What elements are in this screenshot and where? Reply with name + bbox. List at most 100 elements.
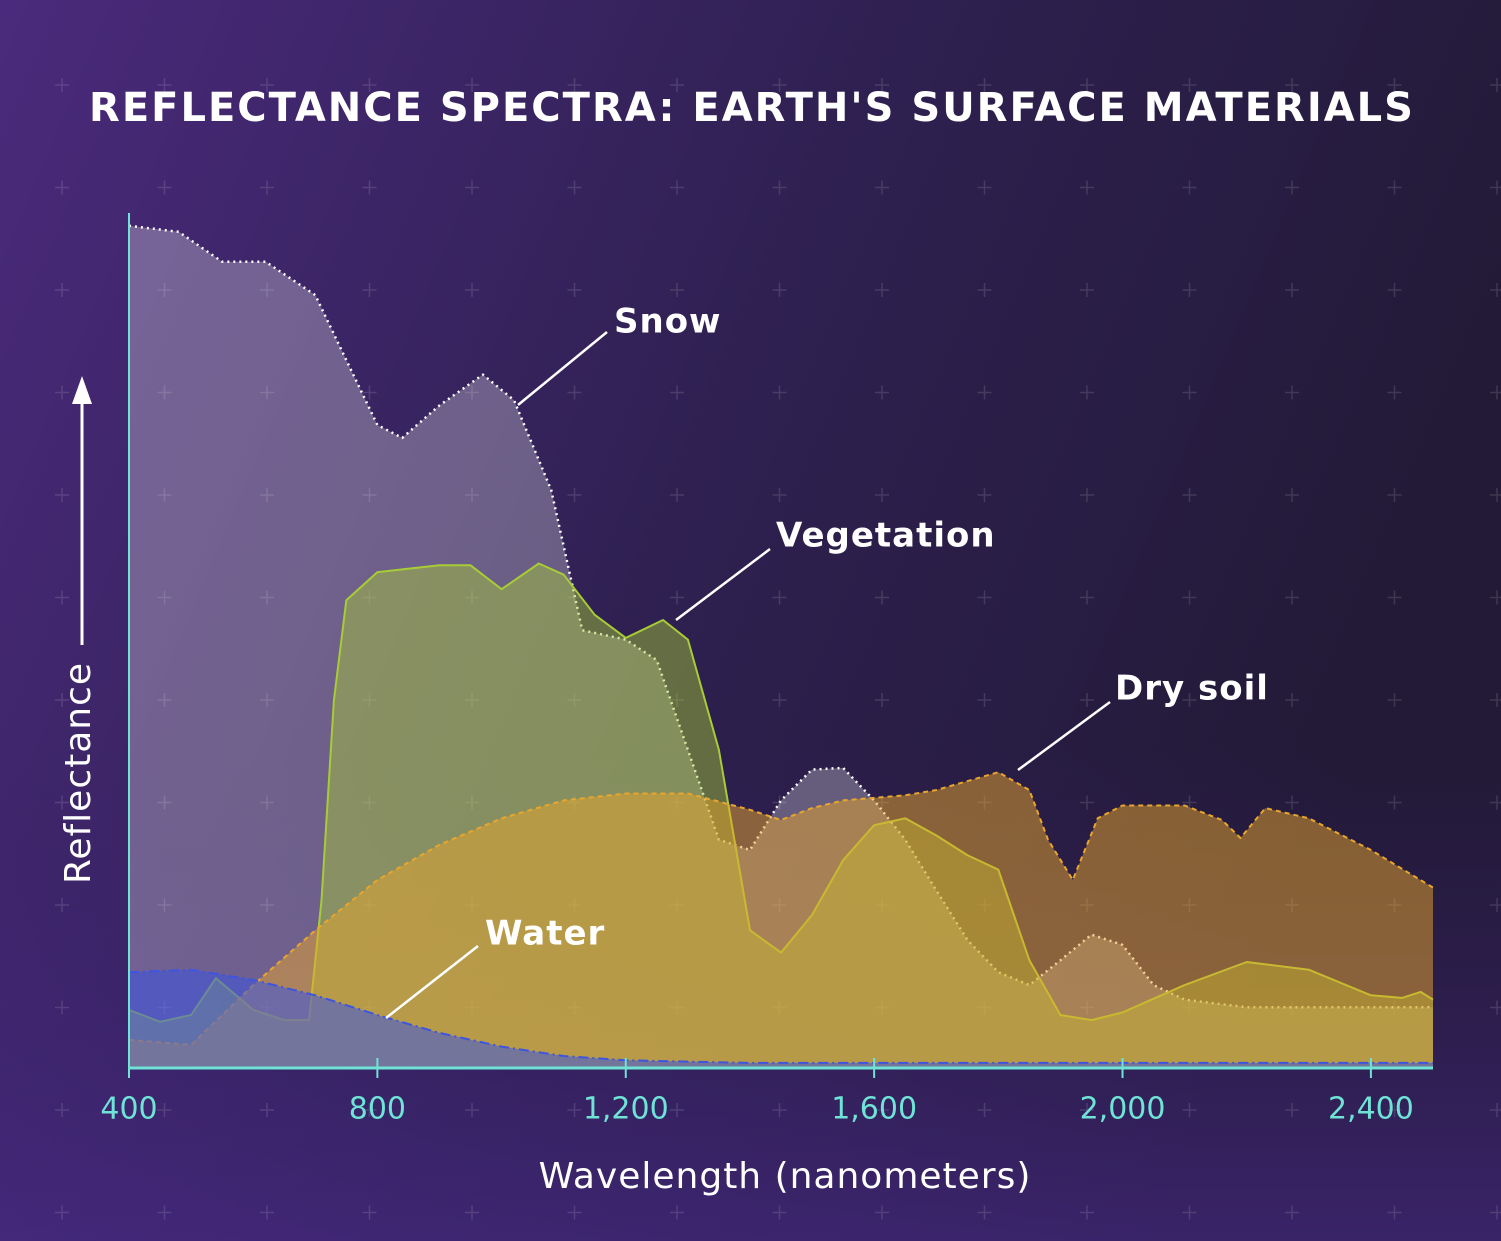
- decor-plus: [157, 795, 172, 810]
- decor-plus: [1182, 385, 1197, 400]
- decor-plus: [670, 1103, 684, 1117]
- series-label: Vegetation: [776, 516, 996, 556]
- decor-plus: [772, 590, 787, 605]
- decor-plus: [772, 488, 787, 502]
- decor-plus: [465, 693, 479, 707]
- decor-plus: [362, 590, 377, 605]
- series-area: [129, 969, 1433, 1068]
- decor-plus: [1080, 795, 1094, 810]
- decor-plus: [977, 693, 992, 707]
- decor-plus: [465, 590, 479, 605]
- decor-plus: [977, 385, 992, 400]
- decor-plus: [670, 693, 684, 707]
- x-axis-label: Wavelength (nanometers): [539, 1156, 1032, 1197]
- decor-plus: [1285, 180, 1299, 195]
- decor-plus: [567, 385, 582, 400]
- decor-plus: [977, 78, 992, 92]
- decor-plus: [1387, 385, 1402, 400]
- decor-plus: [157, 590, 172, 605]
- decor-plus: [55, 488, 69, 502]
- decor-plus: [465, 795, 479, 810]
- decor-plus: [670, 283, 684, 297]
- decor-plus: [362, 180, 377, 195]
- decor-plus: [567, 590, 582, 605]
- decor-plus: [1182, 1205, 1197, 1220]
- decor-plus: [362, 1205, 377, 1220]
- decor-plus: [875, 385, 889, 400]
- decor-plus: [875, 693, 889, 707]
- decor-plus: [875, 1103, 889, 1117]
- decor-plus: [772, 385, 787, 400]
- decor-plus: [362, 283, 377, 297]
- decor-plus: [1490, 693, 1501, 707]
- x-tick-label: 400: [100, 1092, 157, 1127]
- decor-plus: [670, 385, 684, 400]
- decor-plus: [1285, 78, 1299, 92]
- decor-plus: [670, 1205, 684, 1220]
- decor-plus: [55, 78, 69, 92]
- decor-plus: [875, 1205, 889, 1220]
- decor-plus: [465, 385, 479, 400]
- decor-plus: [1490, 488, 1501, 502]
- decor-plus: [260, 283, 274, 297]
- decor-plus: [157, 283, 172, 297]
- decor-plus: [157, 1103, 172, 1117]
- decor-plus: [1285, 488, 1299, 502]
- decor-plus: [260, 1205, 274, 1220]
- decor-plus: [362, 78, 377, 92]
- decor-plus: [55, 283, 69, 297]
- decor-plus: [1182, 795, 1197, 810]
- decor-plus: [1387, 795, 1402, 810]
- decor-plus: [1080, 385, 1094, 400]
- decor-plus: [1285, 385, 1299, 400]
- decor-plus: [567, 180, 582, 195]
- decor-plus: [55, 180, 69, 195]
- decor-plus: [260, 488, 274, 502]
- decor-plus: [465, 283, 479, 297]
- decor-plus: [260, 795, 274, 810]
- leader-line: [385, 945, 479, 1019]
- decor-plus: [260, 898, 274, 912]
- decor-plus: [977, 1205, 992, 1220]
- decor-plus: [670, 78, 684, 92]
- decor-plus: [1490, 1103, 1501, 1117]
- y-axis-arrowhead: [72, 376, 92, 404]
- decor-plus: [1182, 590, 1197, 605]
- decor-plus: [1285, 693, 1299, 707]
- series-label: Water: [485, 914, 605, 954]
- decor-plus: [1080, 488, 1094, 502]
- decor-plus: [567, 1103, 582, 1117]
- decor-plus: [1182, 488, 1197, 502]
- decor-plus: [875, 78, 889, 92]
- decor-plus: [1387, 1103, 1402, 1117]
- decor-plus: [1182, 78, 1197, 92]
- decor-plus: [1490, 283, 1501, 297]
- decor-plus: [260, 1103, 274, 1117]
- decor-plus: [1387, 283, 1402, 297]
- decor-plus: [1182, 180, 1197, 195]
- series-label: Dry soil: [1115, 669, 1269, 709]
- decor-plus: [465, 488, 479, 502]
- decor-plus: [465, 180, 479, 195]
- series-area: [129, 772, 1433, 1068]
- decor-plus: [55, 1000, 69, 1015]
- decor-plus: [1387, 693, 1402, 707]
- decor-plus: [260, 385, 274, 400]
- decor-plus: [772, 693, 787, 707]
- decor-plus: [157, 385, 172, 400]
- decor-plus: [1387, 488, 1402, 502]
- decor-plus: [1387, 78, 1402, 92]
- decor-plus: [362, 385, 377, 400]
- decor-plus: [977, 1103, 992, 1117]
- decor-plus: [875, 180, 889, 195]
- decor-plus: [977, 180, 992, 195]
- y-axis-label: Reflectance: [58, 662, 99, 884]
- decor-plus: [362, 693, 377, 707]
- decor-plus: [1285, 1103, 1299, 1117]
- decor-plus: [55, 693, 69, 707]
- decor-plus: [1080, 283, 1094, 297]
- decor-plus: [1490, 795, 1501, 810]
- x-tick-label: 1,600: [831, 1092, 917, 1127]
- decor-plus: [1387, 590, 1402, 605]
